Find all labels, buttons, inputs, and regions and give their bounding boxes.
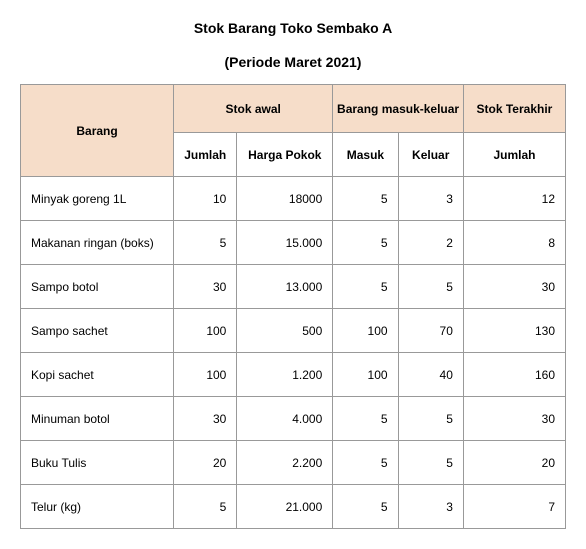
cell-harga: 1.200 [237,353,333,397]
table-row: Minuman botol304.0005530 [21,397,566,441]
cell-keluar: 2 [398,221,463,265]
table-body: Minyak goreng 1L10180005312Makanan ringa… [21,177,566,529]
cell-harga: 21.000 [237,485,333,529]
header-barang-masuk-keluar: Barang masuk-keluar [333,85,464,133]
cell-harga: 4.000 [237,397,333,441]
page-title: Stok Barang Toko Sembako A [20,20,566,36]
header-stok-awal: Stok awal [174,85,333,133]
cell-terakhir: 8 [463,221,565,265]
cell-masuk: 5 [333,221,398,265]
header-stok-terakhir: Stok Terakhir [463,85,565,133]
cell-terakhir: 30 [463,265,565,309]
cell-barang: Buku Tulis [21,441,174,485]
table-row: Minyak goreng 1L10180005312 [21,177,566,221]
table-row: Makanan ringan (boks)515.000528 [21,221,566,265]
subheader-masuk: Masuk [333,133,398,177]
cell-jumlah: 5 [174,221,237,265]
cell-terakhir: 160 [463,353,565,397]
cell-terakhir: 7 [463,485,565,529]
table-row: Kopi sachet1001.20010040160 [21,353,566,397]
subheader-harga-pokok: Harga Pokok [237,133,333,177]
cell-jumlah: 30 [174,397,237,441]
cell-terakhir: 20 [463,441,565,485]
table-row: Telur (kg)521.000537 [21,485,566,529]
cell-jumlah: 30 [174,265,237,309]
cell-barang: Minyak goreng 1L [21,177,174,221]
cell-harga: 13.000 [237,265,333,309]
cell-masuk: 100 [333,353,398,397]
cell-barang: Sampo sachet [21,309,174,353]
cell-masuk: 5 [333,441,398,485]
table-row: Buku Tulis202.2005520 [21,441,566,485]
table-row: Sampo botol3013.0005530 [21,265,566,309]
cell-jumlah: 100 [174,309,237,353]
cell-masuk: 5 [333,177,398,221]
cell-terakhir: 12 [463,177,565,221]
cell-keluar: 70 [398,309,463,353]
cell-keluar: 5 [398,441,463,485]
cell-harga: 15.000 [237,221,333,265]
subheader-jumlah: Jumlah [174,133,237,177]
cell-masuk: 100 [333,309,398,353]
cell-harga: 500 [237,309,333,353]
cell-keluar: 5 [398,265,463,309]
cell-jumlah: 10 [174,177,237,221]
cell-barang: Makanan ringan (boks) [21,221,174,265]
cell-barang: Kopi sachet [21,353,174,397]
cell-harga: 2.200 [237,441,333,485]
cell-jumlah: 20 [174,441,237,485]
cell-masuk: 5 [333,485,398,529]
cell-masuk: 5 [333,265,398,309]
cell-keluar: 3 [398,177,463,221]
cell-barang: Telur (kg) [21,485,174,529]
cell-terakhir: 30 [463,397,565,441]
cell-harga: 18000 [237,177,333,221]
subheader-jumlah-terakhir: Jumlah [463,133,565,177]
header-barang: Barang [21,85,174,177]
cell-keluar: 3 [398,485,463,529]
subheader-keluar: Keluar [398,133,463,177]
stock-table: Barang Stok awal Barang masuk-keluar Sto… [20,84,566,529]
cell-jumlah: 5 [174,485,237,529]
cell-barang: Minuman botol [21,397,174,441]
cell-jumlah: 100 [174,353,237,397]
cell-keluar: 5 [398,397,463,441]
table-row: Sampo sachet10050010070130 [21,309,566,353]
page-subtitle: (Periode Maret 2021) [20,54,566,70]
cell-barang: Sampo botol [21,265,174,309]
cell-masuk: 5 [333,397,398,441]
cell-keluar: 40 [398,353,463,397]
cell-terakhir: 130 [463,309,565,353]
